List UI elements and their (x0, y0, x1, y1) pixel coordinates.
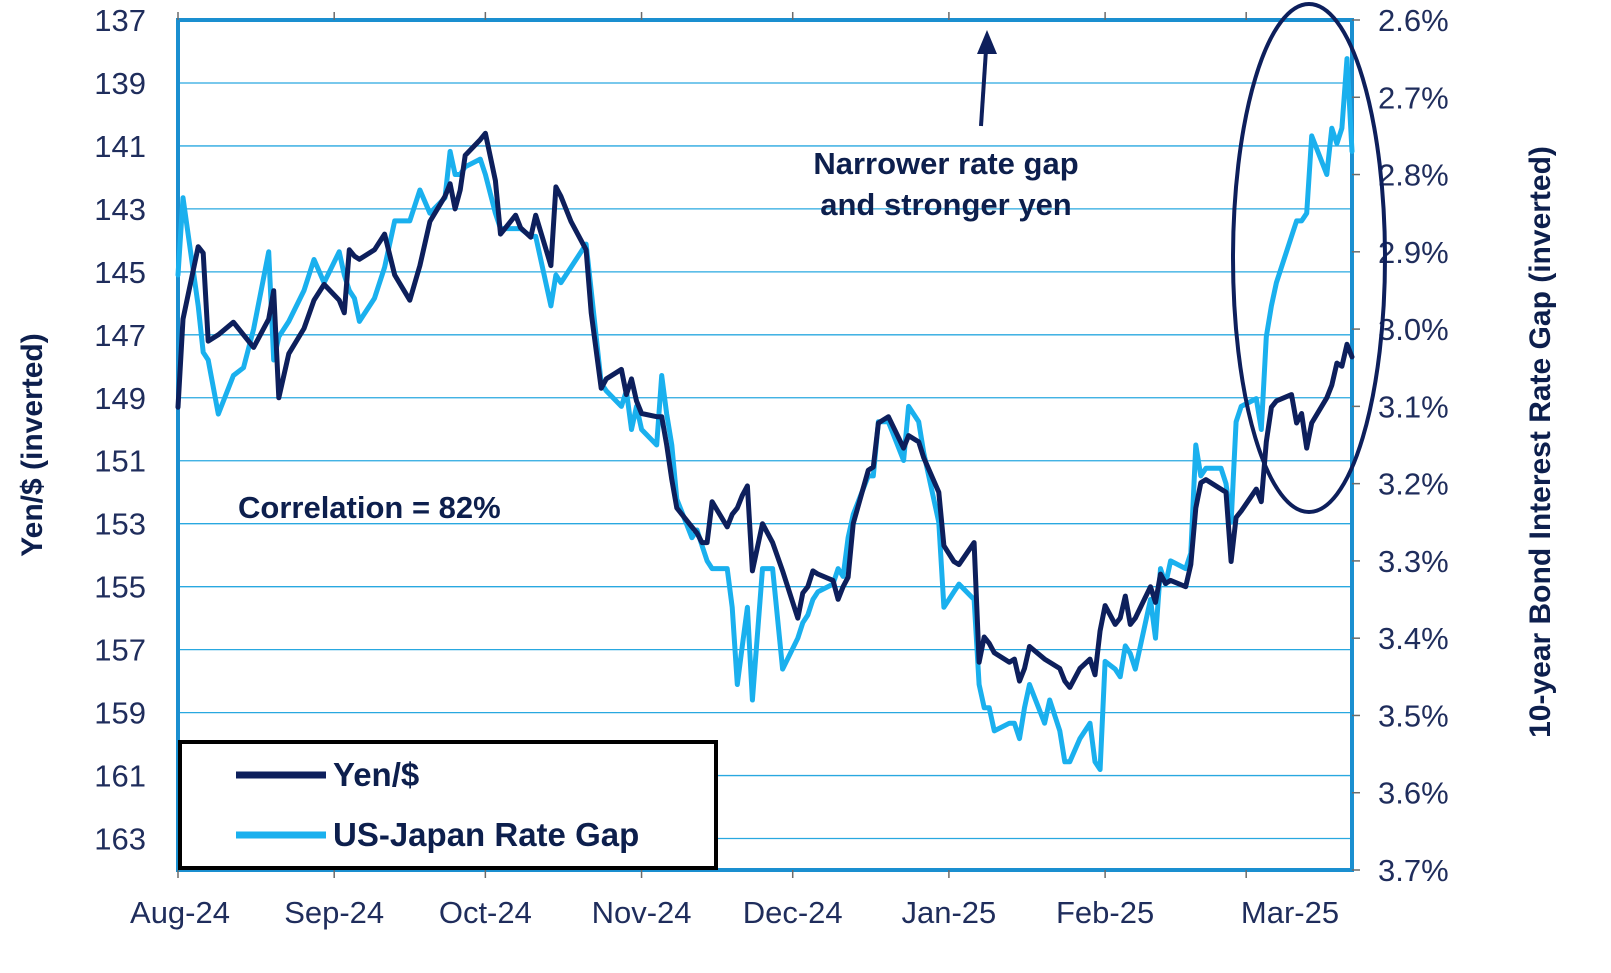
right-tick-label: 2.8% (1378, 158, 1449, 193)
gridlines (178, 19, 1352, 840)
legend-label-rate-gap: US-Japan Rate Gap (333, 816, 639, 853)
legend-label-yen: Yen/$ (333, 756, 419, 793)
x-tick-label: Aug-24 (130, 895, 230, 930)
left-tick-label: 137 (94, 3, 146, 38)
right-tick-label: 2.9% (1378, 235, 1449, 270)
x-tick-label: Jan-25 (902, 895, 997, 930)
x-axis-tick-labels: Aug-24 Sep-24 Oct-24 Nov-24 Dec-24 Jan-25 Feb-… (130, 895, 1339, 930)
legend: Yen/$ US-Japan Rate Gap (178, 740, 718, 870)
left-axis-tick-labels: 137 139 141 143 145 147 149 151 153 155 157 159 161 1… (94, 3, 146, 857)
left-tick-label: 145 (94, 255, 146, 290)
x-tick-label: Nov-24 (592, 895, 692, 930)
left-tick-label: 151 (94, 444, 146, 479)
series-layer (175, 56, 1355, 772)
x-tick-label: Sep-24 (284, 895, 384, 930)
right-tick-label: 3.5% (1378, 698, 1449, 733)
left-tick-label: 161 (94, 759, 146, 794)
left-tick-label: 147 (94, 318, 146, 353)
right-axis-tick-labels: 2.6% 2.7% 2.8% 2.9% 3.0% 3.1% 3.2% 3.3% 3.4% 3.5%… (1352, 3, 1449, 888)
left-tick-label: 149 (94, 381, 146, 416)
right-axis-title: 10-year Bond Interest Rate Gap (inverted… (1524, 146, 1557, 738)
left-axis-title: Yen/$ (inverted) (16, 333, 49, 556)
series-line-rate-gap (175, 56, 1355, 772)
right-tick-label: 3.3% (1378, 544, 1449, 579)
right-tick-label: 3.0% (1378, 312, 1449, 347)
x-tick-label: Dec-24 (743, 895, 843, 930)
left-tick-label: 155 (94, 570, 146, 605)
right-tick-label: 2.7% (1378, 80, 1449, 115)
x-axis-tick-marks (177, 12, 1247, 878)
annotation-arrow-head (977, 30, 997, 54)
plot-frame (176, 18, 1354, 872)
right-tick-label: 3.4% (1378, 621, 1449, 656)
left-tick-label: 159 (94, 696, 146, 731)
legend-box (178, 740, 718, 870)
x-tick-label: Feb-25 (1056, 895, 1154, 930)
x-tick-label: Oct-24 (439, 895, 532, 930)
left-tick-label: 143 (94, 192, 146, 227)
left-tick-label: 139 (94, 66, 146, 101)
left-tick-label: 141 (94, 129, 146, 164)
annotation-line-2: and stronger yen (820, 187, 1072, 222)
right-tick-label: 3.7% (1378, 853, 1449, 888)
left-tick-label: 153 (94, 507, 146, 542)
correlation-label: Correlation = 82% (238, 490, 501, 525)
right-tick-label: 3.1% (1378, 389, 1449, 424)
left-tick-label: 157 (94, 633, 146, 668)
right-tick-label: 3.2% (1378, 467, 1449, 502)
annotation-line-1: Narrower rate gap (813, 146, 1078, 181)
annotation-arrow-shaft (979, 49, 988, 127)
right-tick-label: 3.6% (1378, 776, 1449, 811)
x-tick-label: Mar-25 (1241, 895, 1339, 930)
highlight-ellipse (1231, 2, 1387, 514)
series-line-yen (175, 130, 1355, 690)
left-tick-label: 163 (94, 822, 146, 857)
right-tick-label: 2.6% (1378, 3, 1449, 38)
